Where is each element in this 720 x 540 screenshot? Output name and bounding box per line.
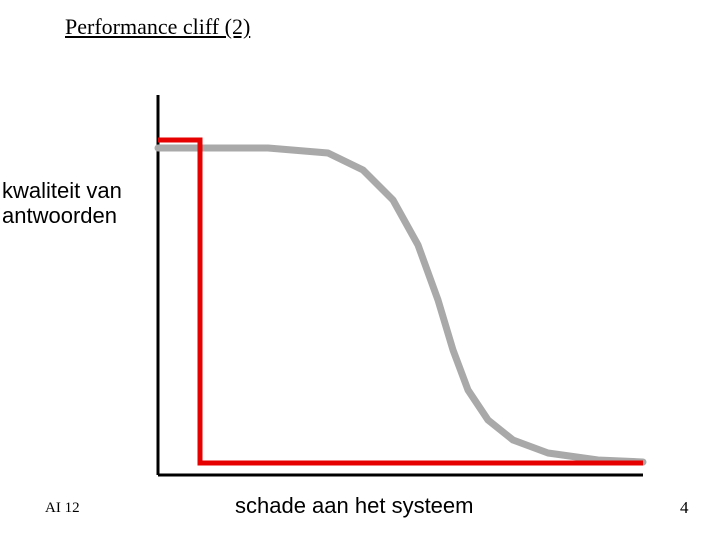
slide: Performance cliff (2) kwaliteit van antw… [0, 0, 720, 540]
footer-code: AI 12 [45, 500, 80, 517]
gray-curve [158, 148, 643, 462]
y-axis-label: kwaliteit van antwoorden [2, 178, 122, 229]
x-axis-label: schade aan het systeem [235, 493, 473, 519]
slide-title: Performance cliff (2) [65, 14, 250, 40]
y-axis-label-line2: antwoorden [2, 203, 117, 228]
y-axis-label-line1: kwaliteit van [2, 178, 122, 203]
red-cliff [158, 140, 643, 463]
page-number: 4 [680, 498, 689, 518]
chart-area [148, 95, 648, 485]
